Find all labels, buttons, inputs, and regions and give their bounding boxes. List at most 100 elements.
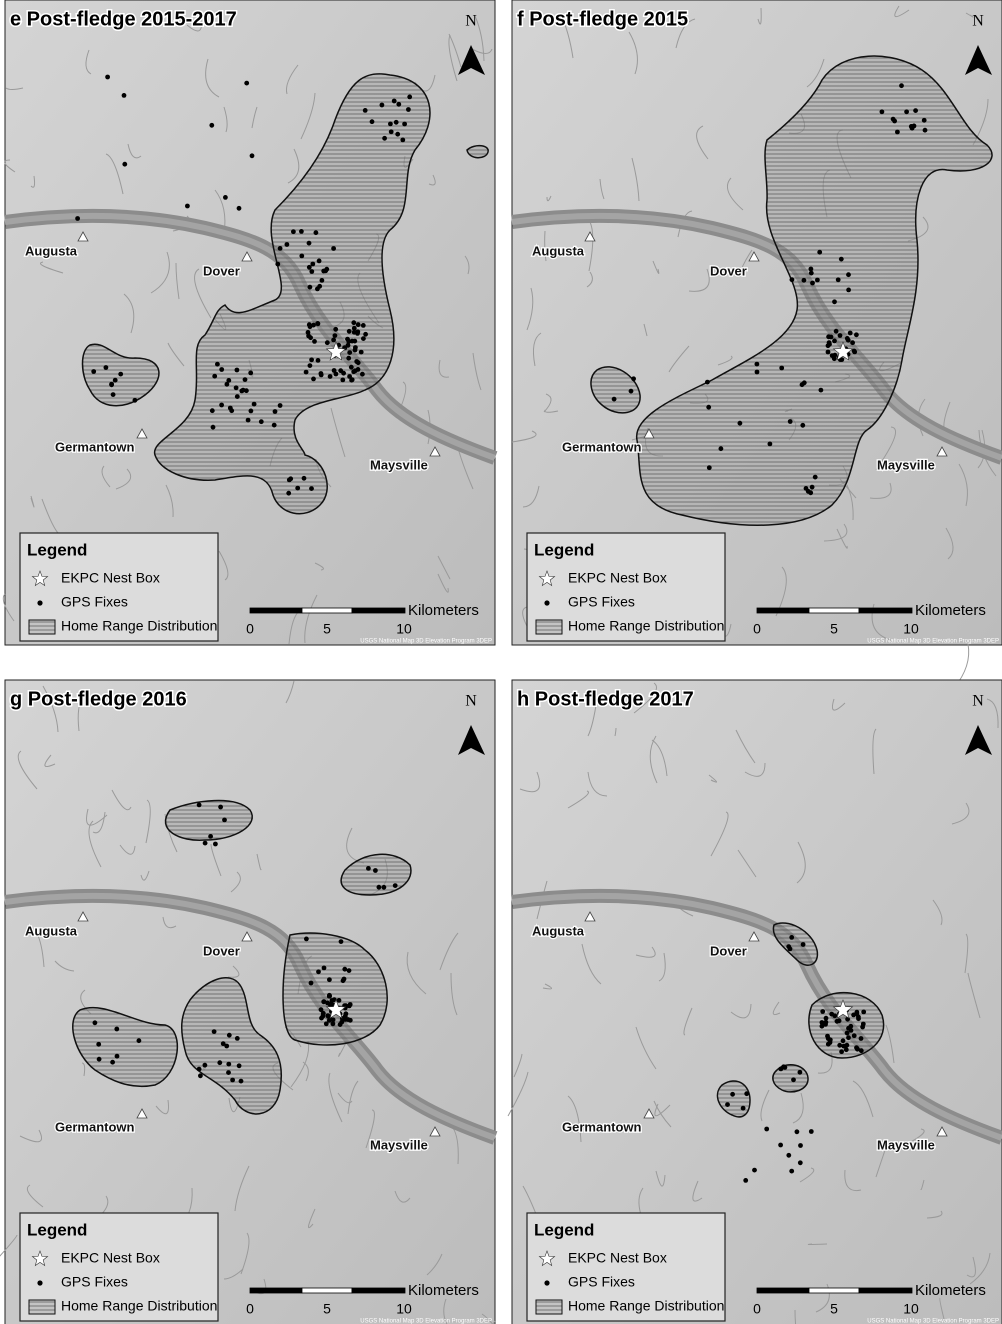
gps-fix — [241, 388, 246, 393]
legend-item: Home Range Distribution — [61, 1298, 217, 1314]
gps-fix — [382, 136, 387, 141]
gps-fix — [203, 1063, 208, 1068]
gps-fix — [354, 359, 359, 364]
gps-fix — [846, 338, 851, 343]
gps-fix — [234, 385, 239, 390]
gps-fix — [846, 272, 851, 277]
gps-fix — [210, 408, 215, 413]
map-panel: AugustaDoverGermantownMaysvillef Post-fl… — [512, 0, 1002, 688]
gps-fix — [111, 392, 116, 397]
gps-fix — [304, 937, 309, 942]
town-label: Dover — [203, 943, 240, 958]
panel-title: f Post-fledge 2015 — [517, 8, 688, 30]
gps-fix — [795, 1129, 800, 1134]
scale-label: 0 — [246, 621, 254, 637]
gps-fix — [922, 118, 927, 123]
gps-fix — [392, 99, 397, 104]
gps-fix — [235, 368, 240, 373]
scale-label: 10 — [903, 1301, 919, 1317]
gps-fix — [308, 363, 313, 368]
gps-fix — [299, 229, 304, 234]
legend-home-range — [536, 620, 562, 634]
gps-fix — [778, 1143, 783, 1148]
scale-bar — [859, 1288, 912, 1293]
scale-label: 5 — [830, 1301, 838, 1317]
scale-bar — [352, 608, 405, 613]
gps-fix — [222, 818, 227, 823]
gps-fix — [789, 935, 794, 940]
gps-fix — [819, 388, 824, 393]
gps-fix — [407, 95, 412, 100]
north-label: N — [465, 13, 477, 30]
gps-fix — [321, 1014, 326, 1019]
gps-fix — [325, 340, 330, 345]
town-label: Dover — [710, 263, 747, 278]
legend-item: EKPC Nest Box — [61, 570, 160, 586]
town-label: Germantown — [562, 1119, 642, 1134]
scale-unit: Kilometers — [408, 602, 479, 619]
gps-fix — [809, 267, 814, 272]
gps-fix — [899, 83, 904, 88]
gps-fix — [343, 1017, 348, 1022]
legend-gps-fix — [37, 600, 42, 605]
gps-fix — [820, 1009, 825, 1014]
gps-fix — [327, 1018, 332, 1023]
gps-fix — [382, 885, 387, 890]
gps-fix — [373, 868, 378, 873]
gps-fix — [342, 977, 347, 982]
gps-fix — [310, 262, 315, 267]
gps-fix — [366, 866, 371, 871]
gps-fix — [802, 380, 807, 385]
legend-title: Legend — [27, 1220, 87, 1239]
gps-fix — [235, 394, 240, 399]
gps-fix — [317, 259, 322, 264]
gps-fix — [347, 329, 352, 334]
credit: USGS National Map 3D Elevation Program 3… — [867, 1319, 999, 1324]
legend-home-range — [536, 1300, 562, 1314]
legend-item: Home Range Distribution — [61, 618, 217, 634]
gps-fix — [321, 999, 326, 1004]
gps-fix — [346, 339, 351, 344]
gps-fix — [826, 350, 831, 355]
gps-fix — [808, 490, 813, 495]
legend-gps-fix — [544, 1280, 549, 1285]
gps-fix — [213, 842, 218, 847]
gps-fix — [309, 269, 314, 274]
gps-fix — [355, 329, 360, 334]
gps-fix — [133, 398, 138, 403]
gps-fix — [352, 339, 357, 344]
town-label: Augusta — [532, 923, 585, 938]
gps-fix — [730, 1092, 735, 1097]
gps-fix — [309, 357, 314, 362]
gps-fix — [311, 377, 316, 382]
gps-fix — [278, 403, 283, 408]
gps-fix — [109, 382, 114, 387]
terrain-stream — [808, 1244, 827, 1245]
home-range — [467, 146, 488, 158]
credit: USGS National Map 3D Elevation Program 3… — [867, 639, 999, 645]
credit: USGS National Map 3D Elevation Program 3… — [360, 1319, 492, 1324]
gps-fix — [248, 371, 253, 376]
legend-title: Legend — [534, 1220, 594, 1239]
legend-item: EKPC Nest Box — [61, 1250, 160, 1266]
gps-fix — [316, 969, 321, 974]
gps-fix — [389, 129, 394, 134]
figure: AugustaDoverGermantownMaysvillee Post-fl… — [0, 0, 1002, 1324]
gps-fix — [93, 1020, 98, 1025]
panel-title: g Post-fledge 2016 — [10, 688, 187, 710]
gps-fix — [246, 418, 251, 423]
gps-fix — [855, 1047, 860, 1052]
gps-fix — [861, 1022, 866, 1027]
gps-fix — [198, 1073, 203, 1078]
gps-fix — [295, 486, 300, 491]
gps-fix — [738, 421, 743, 426]
gps-fix — [349, 378, 354, 383]
town-label: Augusta — [25, 243, 78, 258]
gps-fix — [212, 374, 217, 379]
gps-fix — [791, 1077, 796, 1082]
legend-item: GPS Fixes — [568, 594, 635, 610]
gps-fix — [333, 333, 338, 338]
gps-fix — [96, 1042, 101, 1047]
gps-fix — [348, 1018, 353, 1023]
gps-fix — [824, 1016, 829, 1021]
